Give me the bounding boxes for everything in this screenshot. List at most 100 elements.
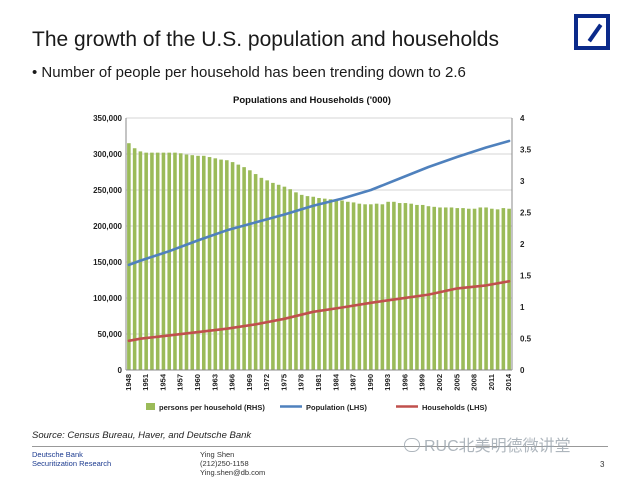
population-households-chart: Populations and Households ('000) 0 50,00… <box>93 95 532 412</box>
bar <box>294 192 298 370</box>
bar <box>196 155 200 370</box>
x-tick-label: 1960 <box>193 374 202 391</box>
bar <box>190 155 195 370</box>
bar <box>184 154 189 370</box>
bar <box>155 152 160 370</box>
bar <box>259 177 264 370</box>
bar <box>357 203 362 370</box>
footer-contact-email: Ying.shen@db.com <box>200 468 266 477</box>
bar <box>438 207 442 370</box>
source-note: Source: Census Bureau, Haver, and Deutsc… <box>32 430 252 441</box>
footer-company-dept: Securitization Research <box>32 459 112 468</box>
x-tick-label: 1951 <box>141 374 150 391</box>
x-tick-label: 1990 <box>366 374 375 391</box>
line-series <box>127 139 511 343</box>
bar <box>328 199 333 370</box>
bar <box>230 162 235 370</box>
bar <box>415 204 419 370</box>
x-tick-label: 1978 <box>297 374 306 391</box>
legend-label: Population (LHS) <box>306 403 367 412</box>
population-line <box>127 139 511 267</box>
legend-swatch-persons <box>146 403 155 410</box>
bar <box>467 208 471 370</box>
x-tick-label: 2005 <box>452 374 461 391</box>
bar <box>334 200 339 370</box>
bar <box>207 157 212 370</box>
bar <box>173 152 177 370</box>
bar <box>484 207 488 370</box>
bar-series <box>127 143 511 370</box>
y-left-tick-label: 150,000 <box>93 258 122 267</box>
y-left-tick-label: 250,000 <box>93 186 122 195</box>
x-tick-label: 1966 <box>228 374 237 391</box>
bar <box>161 152 166 370</box>
bar <box>490 208 494 370</box>
bar <box>317 198 321 370</box>
x-tick-label: 1954 <box>158 373 167 391</box>
bar <box>322 198 327 370</box>
bar <box>420 204 425 370</box>
x-tick-label: 1975 <box>279 374 288 391</box>
footer-company-name: Deutsche Bank <box>32 450 83 459</box>
bar <box>305 196 310 370</box>
bar <box>132 148 137 370</box>
bar <box>403 203 408 370</box>
bar <box>340 200 344 370</box>
watermark: RUC北美明德微讲堂 <box>404 432 571 456</box>
footer-contact: Ying Shen (212)250-1158 Ying.shen@db.com <box>200 450 265 477</box>
y-left-tick-label: 0 <box>118 366 123 375</box>
y-right-tick-label: 1.5 <box>520 272 532 281</box>
x-tick-label: 2011 <box>487 374 496 390</box>
y-right-tick-label: 3.5 <box>520 146 532 155</box>
bar <box>225 160 229 370</box>
y-right-tick-label: 0.5 <box>520 335 532 344</box>
x-tick-label: 1999 <box>418 374 427 391</box>
y-left-tick-label: 200,000 <box>93 222 122 231</box>
bar <box>213 158 218 370</box>
bar <box>144 152 148 370</box>
bar <box>392 201 396 370</box>
x-tick-label: 1987 <box>349 374 358 391</box>
bar <box>265 180 269 370</box>
bar <box>409 203 413 370</box>
footer-contact-phone: (212)250-1158 <box>200 459 249 468</box>
y-left-tick-label: 50,000 <box>98 330 123 339</box>
bar <box>386 201 390 370</box>
x-tick-label: 1972 <box>262 374 271 391</box>
chart-title: Populations and Households ('000) <box>233 95 391 106</box>
x-tick-label: 1948 <box>124 374 133 391</box>
bar <box>346 201 350 370</box>
x-tick-label: 1984 <box>331 373 340 391</box>
y-right-tick-label: 1 <box>520 303 525 312</box>
x-tick-label: 1957 <box>176 374 185 391</box>
bar <box>253 174 258 370</box>
bar <box>248 170 252 370</box>
x-tick-label: 2014 <box>504 373 513 391</box>
x-tick-label: 1963 <box>210 374 219 391</box>
bar <box>369 204 373 370</box>
bar <box>426 206 431 370</box>
bar <box>219 159 223 370</box>
y-left-tick-label: 300,000 <box>93 150 122 159</box>
bar <box>374 203 379 370</box>
bar <box>507 208 511 370</box>
wechat-icon <box>404 438 420 452</box>
y-right-tick-label: 4 <box>520 114 525 123</box>
bar <box>127 143 131 370</box>
bar <box>242 167 246 370</box>
bar <box>311 196 316 370</box>
axes: 0 50,000 100,000 150,000 200,000 250,000 300,0… <box>93 114 532 391</box>
y-right-tick-label: 2 <box>520 240 525 249</box>
deutsche-bank-logo-icon <box>574 14 610 50</box>
bar <box>236 164 241 370</box>
bar <box>351 202 356 370</box>
x-tick-label: 1993 <box>383 374 392 391</box>
bar <box>472 208 477 370</box>
bar <box>201 155 206 370</box>
bar <box>397 203 402 370</box>
households-line <box>127 280 511 343</box>
bar <box>276 184 281 370</box>
bar <box>178 153 183 370</box>
page-number: 3 <box>600 460 605 469</box>
footer-divider <box>32 446 608 447</box>
